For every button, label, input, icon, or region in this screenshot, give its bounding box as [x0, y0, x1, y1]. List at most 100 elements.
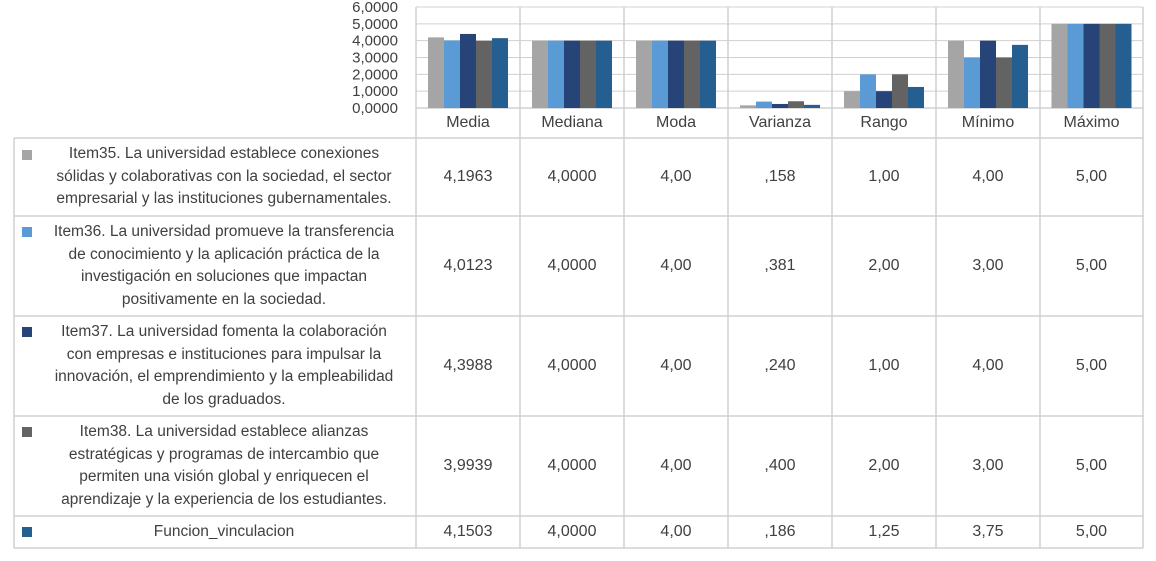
table-value-cell: 4,3988 — [443, 357, 493, 374]
y-tick-label: 4,0000 — [352, 33, 398, 50]
table-value-cell: 2,00 — [868, 257, 900, 274]
legend-text-line: Funcion_vinculacion — [153, 522, 295, 540]
table-value-cell: 2,00 — [868, 457, 900, 474]
table-value-cell: 4,0000 — [547, 357, 597, 374]
table-value-cell: 4,00 — [972, 357, 1004, 374]
bar-media-series-5 — [492, 38, 508, 109]
table-value-cell: 1,25 — [868, 523, 900, 540]
table-value-cell: 4,00 — [972, 168, 1004, 185]
bar-máximo-series-2 — [1067, 23, 1084, 108]
table-value-cell: 3,00 — [972, 457, 1004, 474]
bar-mínimo-series-3 — [980, 40, 996, 108]
legend-text-line: de los graduados. — [162, 390, 286, 408]
table-value-cell: 5,00 — [1075, 523, 1108, 540]
bar-máximo-series-5 — [1115, 23, 1132, 108]
legend-text-line: innovación, el emprendimiento y la emple… — [54, 368, 394, 385]
legend-text-line: Item38. La universidad establece alianza… — [79, 423, 369, 440]
legend-text-line: permiten una visión global y enriquecen … — [79, 468, 369, 485]
y-tick-label: 3,0000 — [352, 50, 398, 67]
legend-swatch — [22, 227, 32, 238]
y-tick-label: 1,0000 — [352, 83, 398, 100]
bar-rango-series-3 — [876, 91, 892, 108]
table-value-cell: 4,00 — [660, 523, 692, 540]
table-value-cell: ,381 — [764, 257, 796, 274]
table-value-cell: 5,00 — [1075, 357, 1108, 374]
table-value-cell: 4,00 — [660, 257, 692, 274]
bar-moda-series-3 — [668, 40, 684, 108]
bar-media-series-4 — [476, 40, 492, 108]
series-legend-label: Item36. La universidad promueve la trans… — [14, 216, 416, 316]
table-value-cell: 4,0123 — [443, 257, 493, 274]
table-value-cell: ,186 — [764, 523, 796, 540]
legend-text-line: Item36. La universidad promueve la trans… — [53, 223, 395, 240]
y-tick-label: 0,0000 — [352, 100, 398, 117]
bar-varianza-series-4 — [788, 101, 804, 108]
bar-rango-series-1 — [844, 91, 860, 108]
series-legend-label: Funcion_vinculacion — [14, 516, 416, 548]
legend-swatch — [22, 427, 32, 438]
table-value-cell: ,400 — [764, 457, 796, 474]
table-value-cell: 3,00 — [972, 257, 1004, 274]
table-value-cell: 1,00 — [868, 357, 900, 374]
bar-máximo-series-4 — [1099, 23, 1116, 108]
table-value-cell: 3,75 — [972, 523, 1004, 540]
bar-mínimo-series-5 — [1012, 44, 1028, 108]
bar-mediana-series-4 — [580, 40, 596, 108]
bar-media-series-3 — [460, 33, 476, 108]
category-header: Media — [446, 114, 490, 131]
category-header: Mínimo — [961, 114, 1015, 131]
table-value-cell: 4,0000 — [547, 457, 597, 474]
category-header: Varianza — [749, 114, 811, 131]
category-header: Rango — [860, 114, 908, 131]
bar-varianza-series-3 — [772, 103, 788, 108]
table-value-cell: 5,00 — [1075, 257, 1108, 274]
legend-text-line: aprendizaje y la experiencia de los estu… — [61, 490, 387, 508]
bar-varianza-series-2 — [756, 101, 772, 108]
bar-moda-series-5 — [700, 40, 716, 108]
bar-rango-series-2 — [860, 74, 876, 108]
legend-swatch — [22, 149, 32, 160]
table-value-cell: 5,00 — [1075, 457, 1108, 474]
bar-máximo-series-3 — [1083, 23, 1100, 108]
category-header: Mediana — [541, 114, 603, 131]
legend-text-line: empresarial y las instituciones gubernam… — [56, 190, 392, 208]
legend-text-line: Item35. La universidad establece conexio… — [68, 145, 380, 163]
legend-text-line: positivamente en la sociedad. — [121, 290, 327, 308]
y-tick-label: 6,0000 — [352, 0, 398, 16]
bar-moda-series-2 — [652, 40, 668, 108]
category-header: Máximo — [1063, 114, 1120, 131]
bar-media-series-2 — [444, 40, 460, 108]
legend-text-line: sólidas y colaborativas con la sociedad,… — [56, 167, 392, 185]
legend-text-line: estratégicas y programas de intercambio … — [68, 445, 380, 463]
bar-moda-series-1 — [636, 40, 652, 108]
bar-mediana-series-2 — [548, 40, 564, 108]
bar-mediana-series-1 — [532, 40, 548, 108]
series-legend-label: Item38. La universidad establece alianza… — [14, 416, 416, 516]
legend-text-line: con empresas e instituciones para impuls… — [66, 345, 382, 363]
table-value-cell: 4,0000 — [547, 168, 597, 185]
table-value-cell: 4,00 — [660, 168, 692, 185]
bar-mínimo-series-4 — [996, 57, 1012, 108]
series-legend-label: Item35. La universidad establece conexio… — [14, 138, 416, 216]
legend-text-line: de conocimiento y la aplicación práctica… — [68, 245, 380, 263]
legend-text-line: investigación en soluciones que impactan — [80, 268, 368, 285]
bar-máximo-series-1 — [1051, 23, 1068, 108]
series-legend-label: Item37. La universidad fomenta la colabo… — [14, 316, 416, 416]
bar-moda-series-4 — [684, 40, 700, 108]
bar-varianza-series-1 — [740, 105, 756, 108]
legend-text-line: Item37. La universidad fomenta la colabo… — [61, 323, 387, 340]
y-tick-label: 5,0000 — [352, 16, 398, 33]
table-value-cell: 4,00 — [660, 357, 692, 374]
table-value-cell: 4,1503 — [443, 523, 493, 540]
table-value-cell: ,240 — [764, 357, 796, 374]
table-value-cell: ,158 — [764, 168, 796, 185]
category-header: Moda — [655, 114, 697, 131]
bar-rango-series-5 — [908, 86, 924, 108]
bar-mínimo-series-2 — [964, 57, 980, 108]
bar-mediana-series-5 — [596, 40, 612, 108]
bar-mínimo-series-1 — [948, 40, 964, 108]
table-value-cell: 4,00 — [660, 457, 692, 474]
table-value-cell: 5,00 — [1075, 168, 1108, 185]
table-value-cell: 4,1963 — [443, 168, 493, 185]
